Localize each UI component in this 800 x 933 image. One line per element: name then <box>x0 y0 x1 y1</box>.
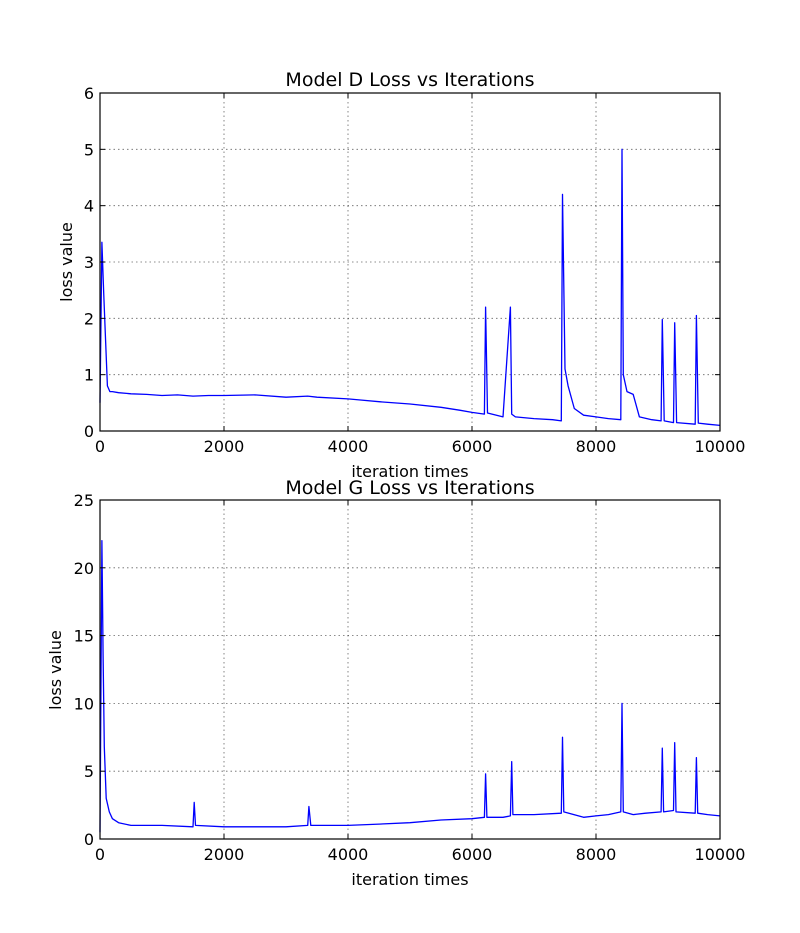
chart-g-xtick-label: 8000 <box>576 845 617 864</box>
chart-d-title: Model D Loss vs Iterations <box>285 69 534 91</box>
chart-g-xtick-label: 4000 <box>328 845 369 864</box>
chart-d-ytick-label: 6 <box>84 84 94 103</box>
chart-d-ytick-label: 3 <box>84 253 94 272</box>
chart-g-ytick-label: 10 <box>74 694 94 713</box>
chart-d-xtick-label: 10000 <box>695 437 746 456</box>
chart-g-xtick-label: 6000 <box>452 845 493 864</box>
chart-d-ytick-label: 0 <box>84 422 94 441</box>
chart-g-ytick-label: 20 <box>74 559 94 578</box>
chart-d-series-line <box>99 148 721 427</box>
chart-g-ytick-label: 15 <box>74 627 94 646</box>
chart-g-ylabel: loss value <box>46 630 65 710</box>
chart-d-ytick-label: 1 <box>84 366 94 385</box>
chart-d-panel: Model D Loss vs Iterations iteration tim… <box>57 69 745 481</box>
chart-g-xtick-label: 10000 <box>695 845 746 864</box>
chart-g-xtick-label: 2000 <box>204 845 245 864</box>
chart-d-xtick-label: 6000 <box>452 437 493 456</box>
chart-g-ytick-label: 0 <box>84 830 94 849</box>
chart-g-panel: Model G Loss vs Iterations iteration tim… <box>46 477 745 889</box>
chart-g-series-line <box>99 540 721 833</box>
chart-d-xtick-label: 4000 <box>328 437 369 456</box>
chart-g-xtick-label: 0 <box>95 845 105 864</box>
chart-g-plot-frame <box>99 499 721 840</box>
chart-d-ytick-label: 4 <box>84 197 94 216</box>
chart-g-ytick-label: 5 <box>84 762 94 781</box>
chart-g-xlabel: iteration times <box>351 870 468 889</box>
chart-d-ylabel: loss value <box>57 222 76 302</box>
chart-g-ytick-label: 25 <box>74 491 94 510</box>
chart-d-ytick-label: 5 <box>84 140 94 159</box>
chart-d-ytick-label: 2 <box>84 309 94 328</box>
chart-d-xtick-label: 0 <box>95 437 105 456</box>
chart-d-xtick-label: 2000 <box>204 437 245 456</box>
chart-d-xtick-label: 8000 <box>576 437 617 456</box>
chart-d-xlabel: iteration times <box>351 462 468 481</box>
chart-g-title: Model G Loss vs Iterations <box>285 477 534 499</box>
